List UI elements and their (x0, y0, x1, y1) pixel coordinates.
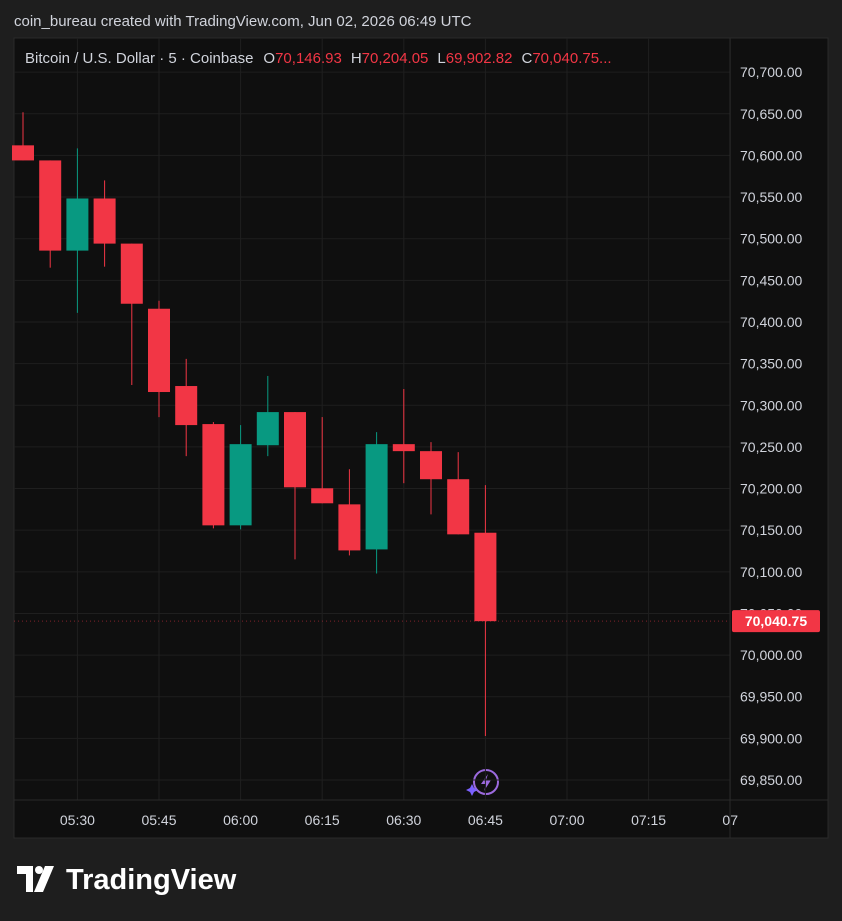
candle-body (474, 532, 497, 622)
footer-brand: TradingView (66, 864, 237, 896)
legend-key: L (437, 50, 446, 67)
y-tick-label: 70,100.00 (740, 564, 802, 580)
candle-body (93, 198, 116, 244)
x-tick-label: 07:00 (549, 812, 584, 828)
legend-key: C (521, 50, 533, 67)
candle-body (365, 444, 388, 550)
candle-body (148, 308, 170, 393)
candle-body (447, 479, 470, 535)
x-tick-label: 07 (722, 812, 738, 828)
y-tick-label: 69,850.00 (740, 772, 802, 788)
header: coin_bureau created with TradingView.com… (14, 13, 472, 30)
legend-value: 70,146.93 (275, 50, 342, 67)
candle-body (12, 145, 34, 161)
x-tick-label: 06:00 (223, 812, 258, 828)
x-tick-label: 06:30 (386, 812, 421, 828)
candle-body (311, 488, 334, 504)
y-tick-label: 70,650.00 (740, 106, 802, 122)
y-tick-label: 70,200.00 (740, 481, 802, 497)
legend-symbol: Bitcoin / U.S. Dollar · 5 · Coinbase (25, 50, 254, 67)
legend-value: 69,902.82 (445, 50, 513, 67)
candle-body (256, 412, 279, 446)
y-tick-label: 70,300.00 (740, 397, 802, 413)
candle-body (392, 444, 415, 452)
y-tick-label: 70,550.00 (740, 189, 802, 205)
y-tick-label: 70,400.00 (740, 314, 802, 330)
tv-logo (17, 866, 54, 892)
x-tick-label: 05:30 (60, 812, 95, 828)
chart-panel (13, 37, 829, 839)
candle-body (338, 504, 361, 551)
candle-body (175, 386, 198, 426)
legend-key: O (263, 50, 276, 67)
y-tick-label: 69,950.00 (740, 689, 802, 705)
y-tick-label: 70,450.00 (740, 272, 802, 288)
x-tick-label: 06:45 (468, 812, 503, 828)
legend-key: H (350, 50, 362, 67)
legend-value: 70,040.75... (532, 50, 612, 67)
x-tick-label: 07:15 (631, 812, 666, 828)
x-tick-label: 05:45 (141, 812, 176, 828)
legend: Bitcoin / U.S. Dollar · 5 · Coinbase O 70… (25, 50, 621, 67)
candle-body (284, 412, 306, 488)
plot (12, 112, 497, 737)
candle-body (202, 424, 225, 526)
legend-value: 70,204.05 (361, 50, 429, 67)
last-price-label: 70,040.75 (745, 613, 807, 629)
y-tick-label: 70,000.00 (740, 647, 802, 663)
candle-body (229, 444, 252, 526)
last-price-tag (732, 610, 820, 633)
y-tick-label: 70,250.00 (740, 439, 802, 455)
y-tick-label: 70,700.00 (740, 64, 802, 80)
y-tick-label: 70,350.00 (740, 356, 802, 372)
y-tick-label: 70,500.00 (740, 231, 802, 247)
y-tick-label: 70,600.00 (740, 147, 802, 163)
x-tick-label: 06:15 (305, 812, 340, 828)
y-tick-label: 69,900.00 (740, 730, 802, 746)
y-tick-label: 70,150.00 (740, 522, 802, 538)
candle-body (66, 198, 89, 251)
lightning-icon (466, 769, 499, 796)
candle-body (120, 243, 143, 304)
candle-body (39, 160, 62, 251)
candle-body (420, 451, 442, 480)
